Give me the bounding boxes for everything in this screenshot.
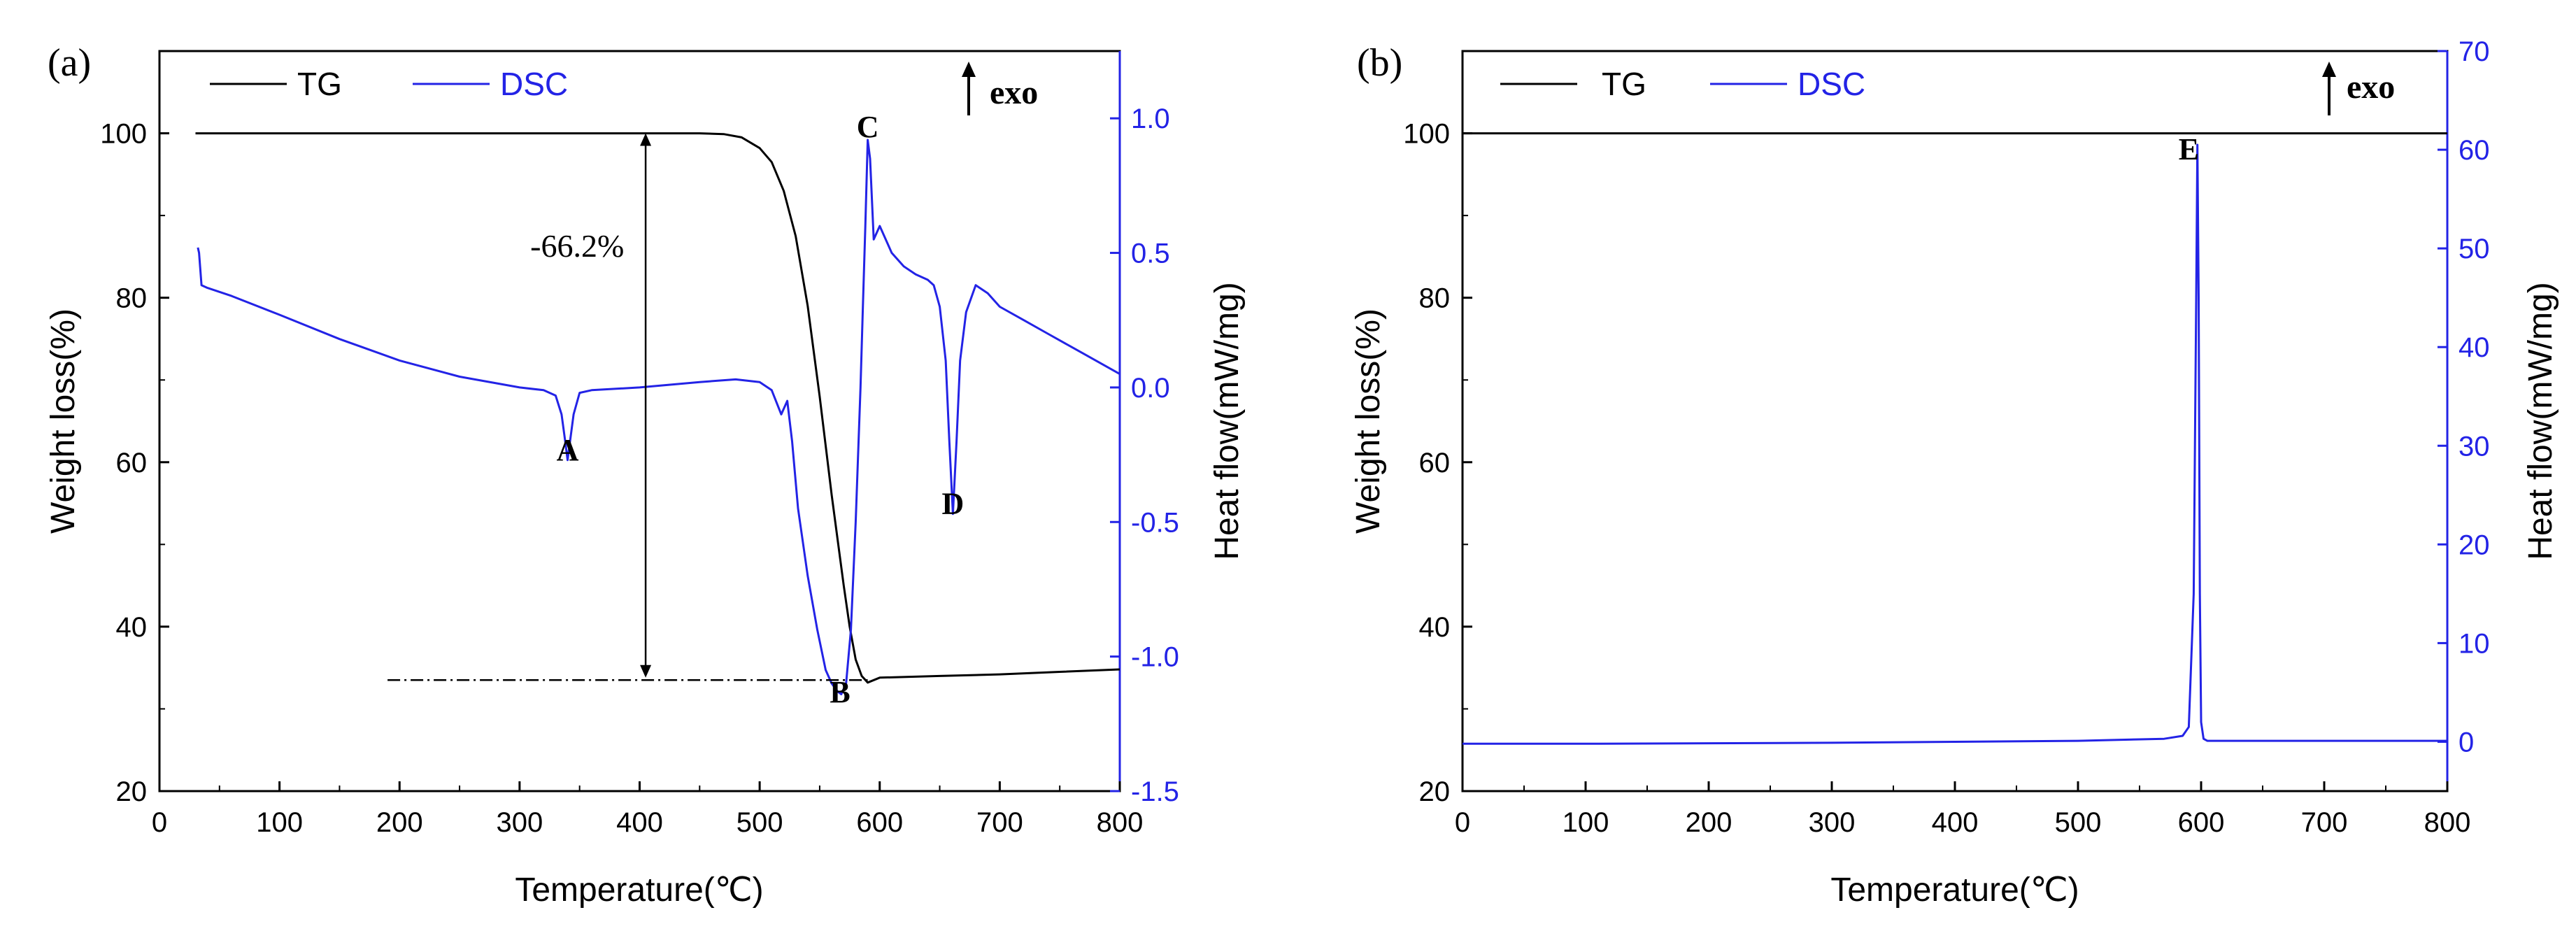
y2-tick-label: 10: [2458, 628, 2490, 659]
x-tick-label: 500: [736, 807, 783, 838]
panel-a-label: (a): [48, 41, 91, 85]
x-tick-label: 500: [2055, 807, 2102, 838]
y2-tick-label: 0: [2458, 727, 2474, 758]
panel-b: 0 100 200 300 400 500 600 700 800 20 40 60 80 100 0 10 2…: [1350, 36, 2559, 909]
x-tick-label: 0: [152, 807, 167, 838]
legend-tg-label: TG: [1602, 66, 1646, 102]
x-tick-label: 200: [376, 807, 423, 838]
y2-tick-label: -1.5: [1131, 776, 1179, 807]
panel-b-y2-axis-title: Heat flow(mW/mg): [2522, 282, 2559, 560]
y2-tick-label: -1.0: [1131, 642, 1179, 673]
x-tick-label: 300: [497, 807, 543, 838]
series-dsc-line: [197, 138, 1120, 695]
x-tick-label: 0: [1455, 807, 1470, 838]
x-tick-label: 800: [2424, 807, 2471, 838]
y2-tick-label: -0.5: [1131, 507, 1179, 538]
panel-a-x-axis-title: Temperature(℃): [515, 872, 763, 909]
arrowhead-down-icon: [640, 665, 652, 678]
annotation-mass-loss: -66.2%: [530, 228, 624, 264]
y2-tick-label: 1.0: [1131, 104, 1170, 134]
x-tick-label: 600: [856, 807, 903, 838]
annotation-a: A: [557, 433, 579, 467]
y-tick-label: 80: [116, 283, 148, 314]
y-tick-label: 20: [1419, 776, 1451, 807]
y2-tick-label: 60: [2458, 135, 2490, 166]
y-tick-label: 40: [116, 612, 148, 643]
x-tick-label: 100: [1563, 807, 1609, 838]
y-tick-label: 20: [116, 776, 148, 807]
y-tick-label: 100: [1403, 119, 1450, 150]
exo-arrowhead-icon: [2322, 62, 2336, 77]
y-tick-label: 100: [100, 119, 147, 150]
y2-tick-label: 30: [2458, 431, 2490, 462]
x-tick-label: 700: [976, 807, 1023, 838]
panel-a-legend: TG DSC: [210, 66, 568, 102]
y-tick-label: 40: [1419, 612, 1451, 643]
exo-label: exo: [2347, 69, 2395, 106]
annotation-d: D: [942, 487, 965, 521]
y2-tick-label: 70: [2458, 36, 2490, 67]
x-tick-label: 100: [256, 807, 303, 838]
panel-b-exo-indicator: exo: [2322, 62, 2395, 115]
x-tick-label: 400: [616, 807, 663, 838]
annotation-c: C: [857, 110, 879, 144]
y-tick-label: 60: [116, 448, 148, 478]
annotation-e: E: [2179, 132, 2199, 166]
panel-a: 0 100 200 300 400 500 600 700 800 20 40 60 80 100 -1.5…: [45, 41, 1246, 909]
x-tick-label: 300: [1809, 807, 1856, 838]
y-tick-label: 60: [1419, 448, 1451, 478]
panel-b-frame: [1461, 50, 2449, 793]
x-tick-label: 700: [2301, 807, 2348, 838]
legend-dsc-label: DSC: [500, 66, 568, 102]
panel-a-frame: [158, 50, 1121, 793]
x-tick-label: 400: [1932, 807, 1979, 838]
panel-b-x-axis-title: Temperature(℃): [1830, 872, 2079, 909]
y2-tick-label: 40: [2458, 332, 2490, 363]
legend-tg-label: TG: [297, 66, 342, 102]
legend-dsc-label: DSC: [1798, 66, 1865, 102]
panel-b-plot-area: 0 100 200 300 400 500 600 700 800 20 40 60 80 100 0 10 2…: [1403, 36, 2489, 838]
panel-a-exo-indicator: exo: [962, 62, 1038, 115]
x-tick-label: 200: [1686, 807, 1732, 838]
y2-tick-label: 50: [2458, 234, 2490, 264]
y2-tick-label: 20: [2458, 530, 2490, 560]
y2-tick-label: 0.0: [1131, 373, 1170, 404]
panel-b-y-axis-title: Weight loss(%): [1350, 308, 1387, 534]
exo-label: exo: [990, 74, 1038, 111]
arrowhead-up-icon: [640, 133, 652, 146]
panel-b-legend: TG DSC: [1500, 66, 1865, 102]
y2-tick-label: 0.5: [1131, 239, 1170, 269]
x-tick-label: 800: [1097, 807, 1144, 838]
panel-a-plot-area: 0 100 200 300 400 500 600 700 800 20 40 60 80 100 -1.5…: [100, 51, 1179, 838]
panel-a-y2-axis-title: Heat flow(mW/mg): [1209, 282, 1246, 560]
series-dsc-line: [1463, 143, 2447, 745]
panel-b-label: (b): [1357, 41, 1402, 85]
y-tick-label: 80: [1419, 283, 1451, 314]
series-tg-line: [195, 132, 1120, 684]
exo-arrowhead-icon: [962, 62, 976, 77]
x-tick-label: 600: [2178, 807, 2225, 838]
panel-a-y-axis-title: Weight loss(%): [45, 308, 82, 534]
